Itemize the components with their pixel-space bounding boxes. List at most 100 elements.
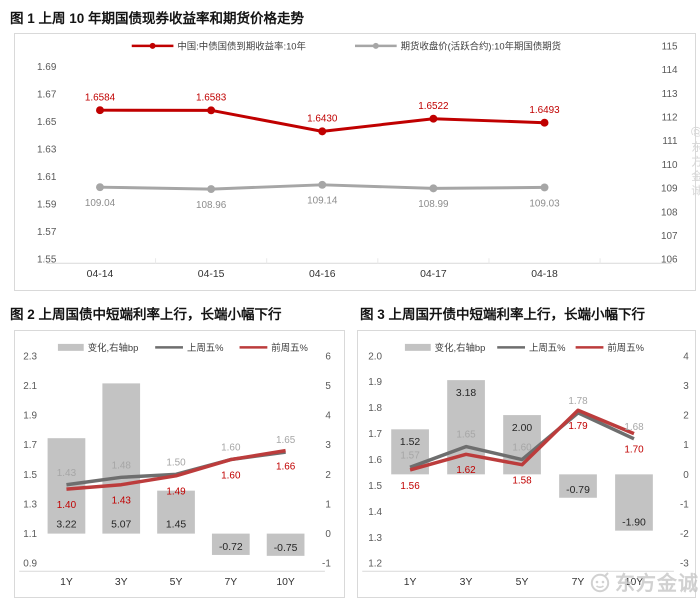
- svg-text:1.9: 1.9: [368, 377, 382, 388]
- svg-text:1Y: 1Y: [404, 577, 417, 588]
- data-label: 1.6583: [196, 92, 227, 103]
- data-label: 1.62: [456, 465, 476, 476]
- svg-text:1: 1: [325, 499, 331, 510]
- svg-text:0: 0: [683, 470, 689, 481]
- svg-text:0.9: 0.9: [23, 559, 37, 570]
- svg-text:111: 111: [662, 136, 678, 147]
- svg-text:1.7: 1.7: [23, 440, 37, 451]
- data-point: [540, 118, 549, 127]
- figure2-title: 图 2 上周国债中短端利率上行，长端小幅下行: [10, 307, 282, 322]
- data-label: 108.96: [196, 200, 227, 211]
- svg3-line-labels: 1.56 1.62 1.58 1.79 1.70: [400, 421, 644, 492]
- svg-text:1.5: 1.5: [368, 481, 382, 492]
- legend-label: 变化,右轴bp: [88, 342, 139, 353]
- data-label: 1.50: [166, 457, 186, 468]
- fig1-right-axis-ticks: 115 114 113 112 111 110 109 108 107 106: [661, 41, 678, 265]
- svg3-right-axis-ticks: 4 3 2 1 0 -1 -2 -3: [680, 351, 689, 569]
- svg-text:5Y: 5Y: [516, 577, 529, 588]
- svg-text:10Y: 10Y: [276, 577, 295, 588]
- svg-text:1.59: 1.59: [37, 200, 57, 211]
- data-label: 1.66: [276, 462, 296, 473]
- svg-text:109: 109: [661, 184, 678, 195]
- bar: [615, 474, 653, 531]
- svg-text:2: 2: [325, 470, 331, 481]
- svg-text:1.9: 1.9: [23, 411, 37, 422]
- data-point: [429, 114, 438, 123]
- svg-text:3: 3: [325, 440, 331, 451]
- svg-text:1.2: 1.2: [368, 559, 382, 570]
- data-label: 108.99: [418, 199, 449, 210]
- bar-label: 2.00: [512, 423, 532, 434]
- svg-text:-3: -3: [680, 559, 689, 570]
- figure2-chart-panel: 2.3 2.1 1.9 1.7 1.5 1.3 1.1 0.9 6 5 4 3 2 1 0 -1 变化,右轴bp…: [14, 330, 345, 598]
- svg-text:6: 6: [325, 351, 331, 362]
- figure2-chart: 2.3 2.1 1.9 1.7 1.5 1.3 1.1 0.9 6 5 4 3 2 1 0 -1 变化,右轴bp…: [19, 342, 331, 588]
- svg2-line-labels: 1.40 1.43 1.49 1.60 1.66: [57, 462, 296, 512]
- bar-label: -0.72: [219, 542, 243, 553]
- svg2-x-labels: 1Y 3Y 5Y 7Y 10Y: [60, 577, 295, 588]
- svg3-left-axis-ticks: 2.0 1.9 1.8 1.7 1.6 1.5 1.4 1.3 1.2: [368, 351, 382, 569]
- data-label: 1.43: [112, 496, 132, 507]
- legend-label: 中国:中债国债到期收益率:10年: [177, 40, 306, 51]
- svg2-bars: [47, 383, 305, 556]
- svg-text:1.61: 1.61: [37, 172, 57, 183]
- bar: [211, 533, 250, 555]
- data-label: 1.65: [276, 435, 296, 446]
- data-label: 1.70: [624, 444, 644, 455]
- svg-text:1.57: 1.57: [37, 227, 57, 238]
- legend-label: 变化,右轴bp: [435, 342, 486, 353]
- svg-text:10Y: 10Y: [625, 577, 644, 588]
- legend-marker-dot: [372, 42, 379, 49]
- svg-text:1: 1: [683, 440, 689, 451]
- data-label: 1.60: [221, 443, 241, 454]
- data-label: 1.6493: [529, 105, 560, 116]
- bar-label: 3.22: [56, 520, 76, 531]
- figure1-title: 图 1 上周 10 年期国债现券收益率和期货价格走势: [10, 11, 305, 26]
- svg2-legend: 变化,右轴bp 上周五% 前周五%: [57, 342, 309, 353]
- legend-label: 前周五%: [271, 342, 308, 353]
- svg-text:7Y: 7Y: [572, 577, 585, 588]
- bar: [47, 438, 86, 534]
- svg-text:7Y: 7Y: [224, 577, 237, 588]
- data-point: [207, 106, 216, 115]
- data-label: 109.04: [85, 198, 116, 209]
- data-label: 1.48: [112, 460, 132, 471]
- data-label: 1.58: [512, 476, 532, 487]
- bar: [102, 383, 141, 534]
- svg-text:1.5: 1.5: [23, 470, 37, 481]
- bar-label: -0.75: [274, 543, 298, 554]
- svg-text:1.7: 1.7: [368, 429, 382, 440]
- figure1-chart: 1.691.671.651.631.611.591.571.5511511411…: [37, 40, 678, 280]
- svg2-bar-labels: 3.22 5.07 1.45 -0.72 -0.75: [56, 520, 297, 554]
- bar-label: -0.79: [566, 485, 590, 496]
- svg2-line-1: [66, 448, 286, 491]
- fig1-left-axis-ticks: 1.69 1.67 1.65 1.63 1.61 1.59 1.57 1.55: [37, 62, 57, 265]
- data-point: [207, 185, 216, 194]
- fig1-legend: 中国:中债国债到期收益率:10年 期货收盘价(活跃合约):10年期国债期货: [131, 40, 561, 51]
- svg-text:5Y: 5Y: [170, 577, 183, 588]
- svg-text:1Y: 1Y: [60, 577, 73, 588]
- svg-text:4: 4: [683, 351, 689, 362]
- data-label: 109.14: [307, 196, 338, 207]
- svg-text:1.3: 1.3: [368, 533, 382, 544]
- figure3-chart: 2.0 1.9 1.8 1.7 1.6 1.5 1.4 1.3 1.2 4 3 2 1 0 -1 -2 -3 变化…: [362, 342, 689, 588]
- bar-label: 1.52: [400, 437, 420, 448]
- svg3-line-labels: 1.57 1.65 1.60 1.78 1.68: [400, 396, 644, 461]
- data-point: [540, 183, 549, 192]
- svg-text:5: 5: [325, 381, 331, 392]
- data-label: 1.6430: [307, 113, 338, 124]
- data-point: [318, 180, 327, 189]
- svg-text:1.3: 1.3: [23, 499, 37, 510]
- figure1-chart-panel: 1.69 1.67 1.65 1.63 1.61 1.59 1.57 1.55 115 114 11…: [14, 33, 696, 291]
- svg-text:3: 3: [683, 381, 689, 392]
- data-label: 1.65: [456, 430, 476, 441]
- data-point: [429, 184, 438, 193]
- svg-text:115: 115: [662, 41, 678, 52]
- bar: [559, 474, 597, 498]
- svg2-line-labels: 1.43 1.48 1.50 1.60 1.65: [57, 435, 296, 479]
- svg-text:108: 108: [661, 207, 678, 218]
- svg-text:04-15: 04-15: [198, 269, 225, 280]
- svg-text:04-14: 04-14: [87, 269, 114, 280]
- svg3-legend: 变化,右轴bp 上周五% 前周五%: [404, 342, 645, 353]
- bar: [266, 533, 305, 556]
